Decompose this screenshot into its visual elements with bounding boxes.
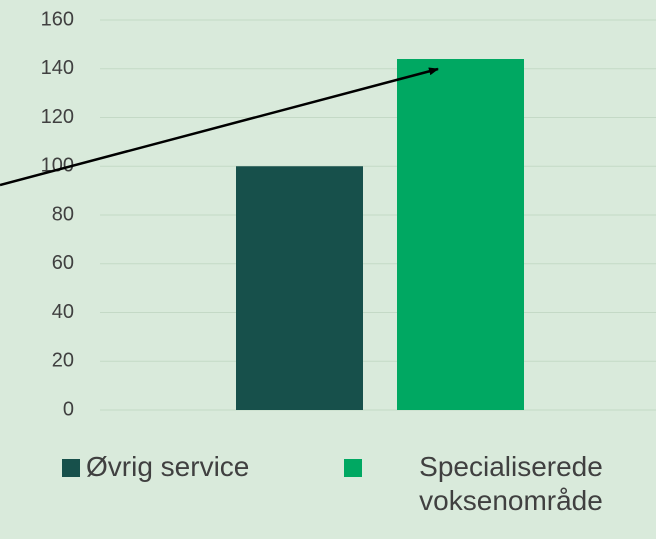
y-tick-label: 120 — [41, 106, 74, 128]
y-tick-label: 160 — [41, 8, 74, 30]
y-tick-label: 40 — [52, 301, 74, 323]
legend-swatch — [344, 459, 362, 477]
legend-label: Øvrig service — [86, 451, 250, 482]
bar — [397, 59, 524, 410]
annotation-arrow — [0, 67, 439, 187]
y-tick-label: 60 — [52, 252, 74, 274]
bar — [236, 166, 363, 410]
y-tick-label: 140 — [41, 57, 74, 79]
y-tick-label: 20 — [52, 350, 74, 372]
y-tick-label: 0 — [63, 398, 74, 420]
y-tick-label: 80 — [52, 203, 74, 225]
legend-label: Specialiserede voksenområde — [419, 451, 603, 516]
legend-swatch — [62, 459, 80, 477]
